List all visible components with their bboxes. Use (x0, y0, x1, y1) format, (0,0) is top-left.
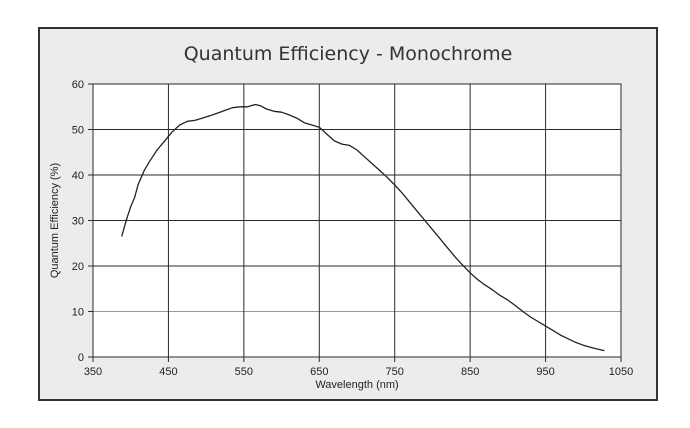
grid (88, 83, 622, 362)
x-tick-label: 350 (84, 366, 102, 378)
x-tick-labels: 350 450 550 650 750 850 950 1050 (84, 366, 633, 378)
x-tick-label: 1050 (609, 366, 633, 378)
y-tick-labels: 0 10 20 30 40 50 60 (72, 79, 84, 364)
plot-border (92, 83, 622, 358)
y-tick-label: 30 (72, 216, 84, 228)
y-tick-label: 40 (72, 170, 84, 182)
y-tick-label: 50 (72, 125, 84, 137)
x-axis-label: Wavelength (nm) (315, 379, 398, 391)
y-tick-label: 0 (78, 352, 84, 364)
y-tick-label: 10 (72, 307, 84, 319)
y-tick-label: 20 (72, 261, 84, 273)
x-tick-label: 850 (461, 366, 479, 378)
y-axis-label: Quantum Efficiency (%) (49, 163, 61, 278)
x-tick-label: 550 (235, 366, 253, 378)
y-tick-label: 60 (72, 79, 84, 91)
x-tick-label: 650 (310, 366, 328, 378)
chart-title: Quantum Efficiency - Monochrome (183, 43, 513, 65)
x-tick-label: 450 (159, 366, 177, 378)
series-group (121, 103, 605, 352)
x-tick-label: 950 (536, 366, 554, 378)
x-tick-label: 750 (386, 366, 404, 378)
series-line (121, 103, 605, 352)
